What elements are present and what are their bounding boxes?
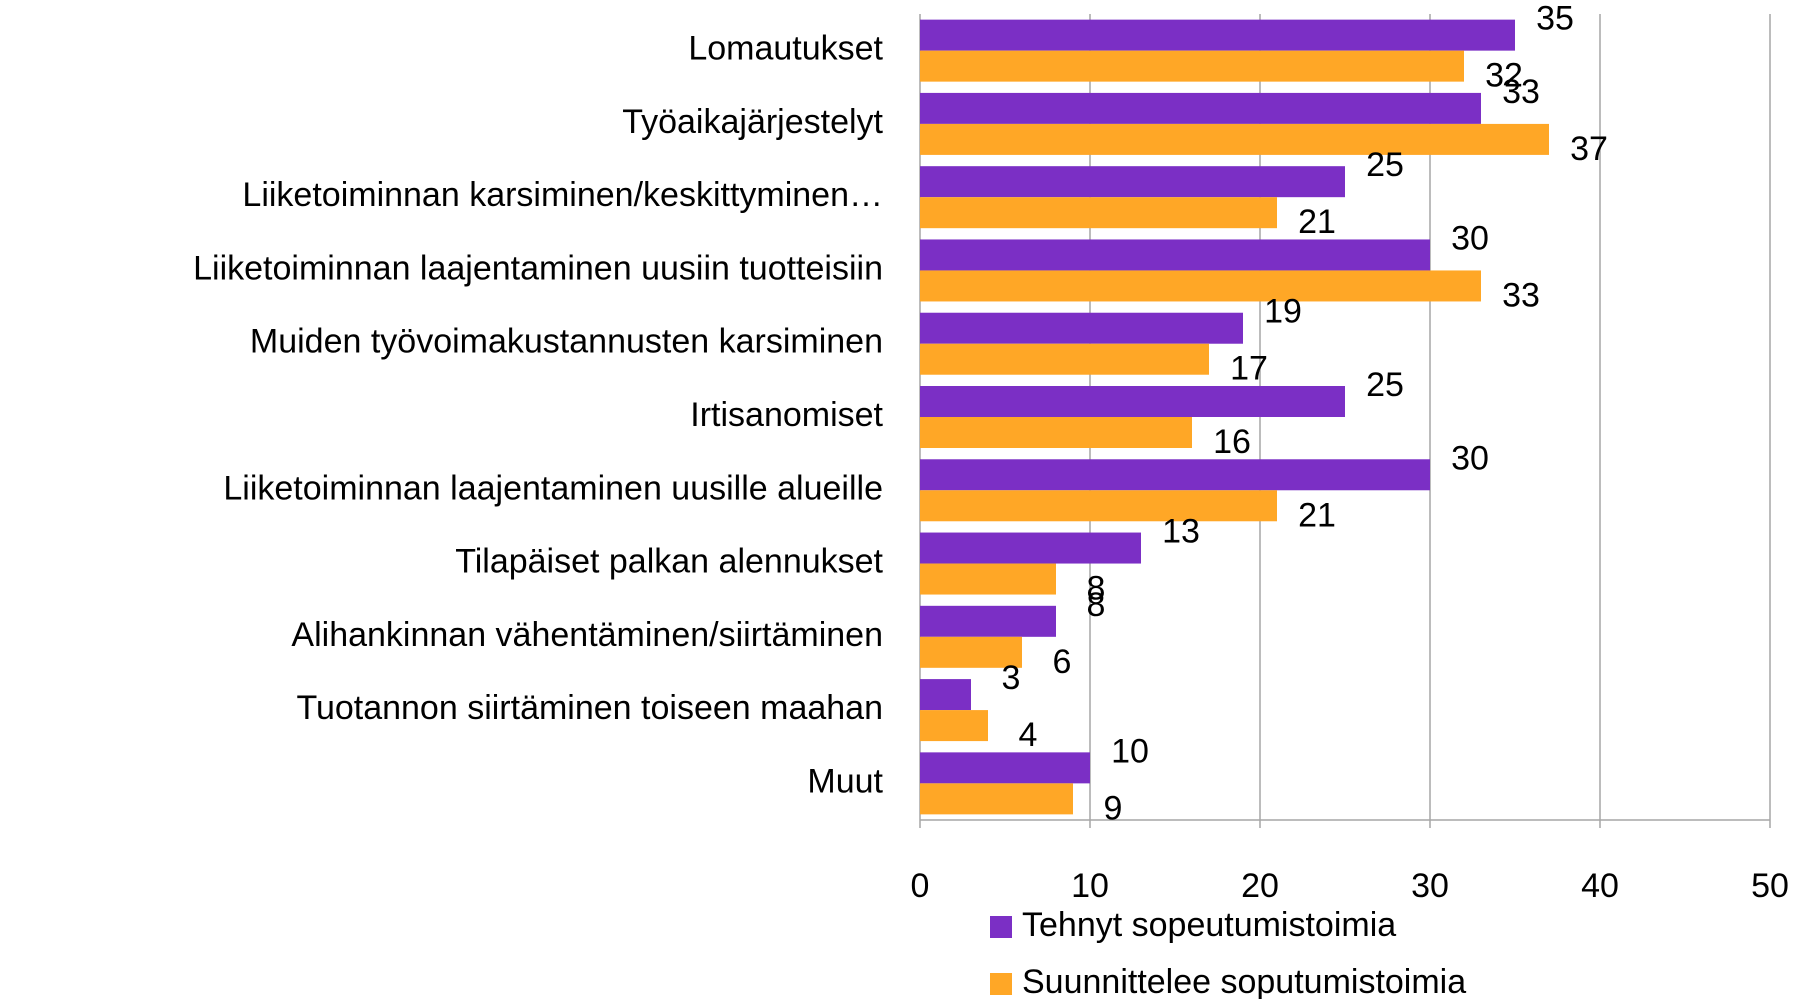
bar — [920, 50, 1464, 82]
value-label: 25 — [1366, 146, 1404, 184]
bar — [920, 459, 1430, 491]
category-label: Alihankinnan vähentäminen/siirtäminen — [291, 616, 883, 654]
category-label: Tuotannon siirtäminen toiseen maahan — [296, 689, 883, 727]
category-label: Liiketoiminnan karsiminen/keskittyminen… — [242, 176, 883, 214]
value-label: 16 — [1213, 423, 1251, 461]
bar — [920, 197, 1277, 229]
value-label: 8 — [1087, 570, 1106, 608]
bar — [920, 605, 1056, 637]
legend-swatch — [990, 916, 1012, 938]
value-label: 6 — [1053, 643, 1072, 681]
value-label: 33 — [1502, 73, 1540, 111]
x-tick-label: 50 — [1751, 867, 1789, 905]
bar — [920, 239, 1430, 271]
category-label: Liiketoiminnan laajentaminen uusille alu… — [223, 469, 883, 507]
x-tick-label: 10 — [1071, 867, 1109, 905]
x-tick-label: 40 — [1581, 867, 1619, 905]
value-label: 17 — [1230, 350, 1268, 388]
bar — [920, 19, 1515, 51]
value-label: 8 — [1087, 586, 1106, 624]
x-tick-label: 20 — [1241, 867, 1279, 905]
bar — [920, 752, 1090, 784]
category-label: Muiden työvoimakustannusten karsiminen — [250, 323, 883, 361]
bar — [920, 312, 1243, 344]
category-label: Irtisanomiset — [690, 396, 883, 434]
bar — [920, 417, 1192, 448]
value-label: 33 — [1502, 276, 1540, 314]
bar — [920, 270, 1481, 302]
value-label: 21 — [1298, 203, 1336, 241]
value-label: 32 — [1485, 57, 1523, 95]
category-label: Liiketoiminnan laajentaminen uusiin tuot… — [193, 249, 883, 287]
category-label: Lomautukset — [688, 30, 883, 68]
value-label: 21 — [1298, 496, 1336, 534]
category-label: Tilapäiset palkan alennukset — [455, 543, 883, 581]
bar — [920, 386, 1345, 417]
legend-label: Tehnyt sopeutumistoimia — [1022, 906, 1396, 944]
bar — [920, 679, 971, 711]
category-label: Työaikajärjestelyt — [622, 103, 883, 141]
bar — [920, 783, 1073, 815]
value-label: 30 — [1451, 439, 1489, 477]
value-label: 35 — [1536, 0, 1574, 38]
value-label: 19 — [1264, 293, 1302, 331]
bar — [920, 490, 1277, 522]
bar — [920, 532, 1141, 564]
bar — [920, 636, 1022, 668]
value-label: 3 — [1002, 659, 1021, 697]
value-label: 13 — [1162, 513, 1200, 551]
bar — [920, 92, 1481, 124]
x-tick-label: 30 — [1411, 867, 1449, 905]
bar — [920, 343, 1209, 375]
bar — [920, 563, 1056, 595]
bar — [920, 710, 988, 742]
value-label: 30 — [1451, 219, 1489, 257]
value-label: 4 — [1019, 716, 1038, 754]
bar — [920, 166, 1345, 198]
value-label: 37 — [1570, 130, 1608, 168]
bar — [920, 123, 1549, 155]
value-label: 25 — [1366, 366, 1404, 404]
x-tick-label: 0 — [911, 867, 930, 905]
category-label: Muut — [807, 762, 883, 800]
value-label: 9 — [1104, 789, 1123, 827]
legend-label: Suunnittelee soputumistoimia — [1022, 963, 1466, 999]
legend-swatch — [990, 973, 1012, 995]
value-label: 10 — [1111, 732, 1149, 770]
